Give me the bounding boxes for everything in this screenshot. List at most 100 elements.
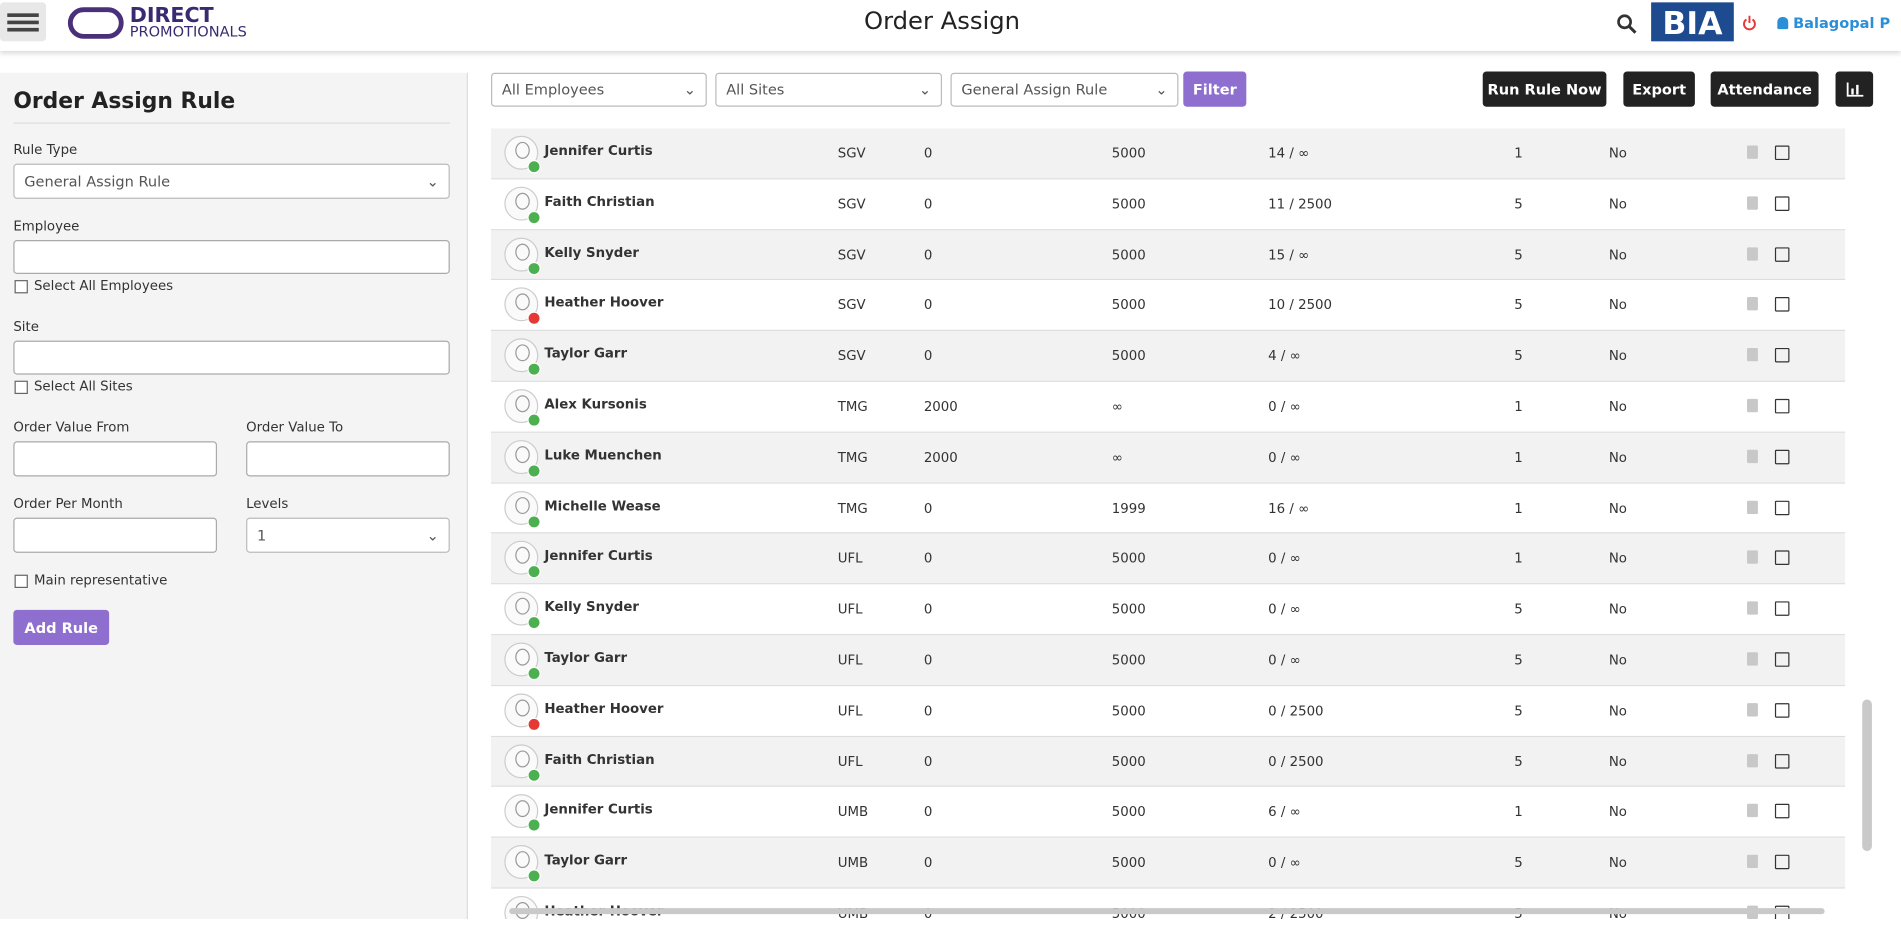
table-row: Heather Hoover UFL 0 5000 0 / 2500 5 No <box>491 685 1846 737</box>
status-dot <box>527 160 541 174</box>
status-dot <box>527 362 541 377</box>
site-filter[interactable]: All Sites ⌄ <box>715 72 943 107</box>
checkbox[interactable] <box>14 280 28 294</box>
order-value-from: 2000 <box>923 398 958 415</box>
delete-icon[interactable] <box>1747 145 1758 159</box>
main-representative: No <box>1608 804 1627 821</box>
delete-icon[interactable] <box>1747 348 1758 362</box>
filter-button[interactable]: Filter <box>1183 71 1247 107</box>
order-value-to: ∞ <box>1111 398 1123 415</box>
delete-icon[interactable] <box>1747 753 1758 767</box>
checkbox[interactable] <box>14 574 28 588</box>
site: SGV <box>837 297 866 314</box>
employee-name: Heather Hoover <box>544 295 664 311</box>
select-value: All Sites <box>726 81 785 99</box>
edit-icon[interactable] <box>1774 753 1790 769</box>
chart-button[interactable] <box>1835 71 1874 107</box>
edit-icon[interactable] <box>1774 854 1790 870</box>
form-panel <box>0 72 468 919</box>
delete-icon[interactable] <box>1747 804 1758 818</box>
per-month-input[interactable] <box>13 517 218 553</box>
avatar-head <box>515 749 530 767</box>
delete-icon[interactable] <box>1747 652 1758 666</box>
edit-icon[interactable] <box>1774 500 1790 515</box>
avatar-head <box>515 344 530 362</box>
add-rule-button[interactable]: Add Rule <box>13 609 110 645</box>
main-representative: No <box>1608 145 1627 162</box>
value-to-input[interactable] <box>246 441 450 477</box>
avatar-head <box>515 851 530 869</box>
edit-icon[interactable] <box>1774 804 1790 819</box>
edit-icon[interactable] <box>1774 145 1790 161</box>
user-name: Balagopal P <box>1793 14 1891 32</box>
h-scrollbar[interactable] <box>509 908 1825 915</box>
employee-name: Michelle Wease <box>544 497 661 514</box>
level: 5 <box>1514 753 1523 770</box>
order-value-from: 0 <box>923 297 933 314</box>
edit-icon[interactable] <box>1774 702 1790 718</box>
order-count: 15 / ∞ <box>1268 246 1310 263</box>
user-menu[interactable]: Balagopal P <box>1777 15 1890 32</box>
delete-icon[interactable] <box>1747 500 1758 514</box>
rule-type-select[interactable]: General Assign Rule ⌄ <box>13 163 450 199</box>
edit-icon[interactable] <box>1774 297 1790 313</box>
search-icon[interactable] <box>1616 13 1638 35</box>
employee-name: Faith Christian <box>544 751 655 767</box>
avatar-head <box>515 192 530 210</box>
employee-name: Taylor Garr <box>544 345 628 362</box>
edit-icon[interactable] <box>1774 449 1790 465</box>
main-representative: No <box>1608 854 1627 871</box>
order-value-from: 0 <box>923 753 933 770</box>
employee-filter[interactable]: All Employees ⌄ <box>491 72 707 107</box>
site: TMG <box>837 500 868 516</box>
attendance-button[interactable]: Attendance <box>1710 71 1819 107</box>
edit-icon[interactable] <box>1774 601 1790 617</box>
edit-icon[interactable] <box>1774 652 1790 667</box>
avatar-head <box>515 445 530 463</box>
order-count: 14 / ∞ <box>1268 145 1310 162</box>
order-value-to: 1999 <box>1111 500 1146 516</box>
edit-icon[interactable] <box>1774 246 1790 262</box>
delete-icon[interactable] <box>1747 449 1758 463</box>
delete-icon[interactable] <box>1747 702 1758 717</box>
site-input[interactable] <box>13 340 450 375</box>
delete-icon[interactable] <box>1747 196 1758 210</box>
employee-name: Faith Christian <box>544 193 655 210</box>
delete-icon[interactable] <box>1747 398 1758 413</box>
edit-icon[interactable] <box>1774 196 1790 211</box>
avatar-head <box>515 293 530 311</box>
avatar-head <box>515 597 530 615</box>
order-value-to: 5000 <box>1111 297 1146 314</box>
logo-mark <box>67 7 124 39</box>
edit-icon[interactable] <box>1774 550 1790 566</box>
levels-select[interactable]: 1 ⌄ <box>246 517 450 553</box>
employee-name: Taylor Garr <box>544 649 628 666</box>
employee-input[interactable] <box>13 240 450 274</box>
value-from-input[interactable] <box>13 441 218 477</box>
label: Select All Sites <box>33 378 133 395</box>
checkbox[interactable] <box>14 380 28 395</box>
delete-icon[interactable] <box>1747 246 1758 261</box>
order-value-from: 0 <box>923 246 933 263</box>
delete-icon[interactable] <box>1747 297 1758 311</box>
delete-icon[interactable] <box>1747 854 1758 869</box>
rule-filter[interactable]: General Assign Rule ⌄ <box>950 72 1179 107</box>
level: 1 <box>1514 145 1523 162</box>
select-value: General Assign Rule <box>961 81 1108 99</box>
delete-icon[interactable] <box>1747 601 1758 615</box>
v-scrollbar[interactable] <box>1862 124 1872 894</box>
edit-icon[interactable] <box>1774 348 1790 363</box>
site: UFL <box>837 753 863 770</box>
employee-name: Luke Muenchen <box>544 447 662 463</box>
label: Levels <box>246 495 289 512</box>
menu-button[interactable] <box>0 2 47 42</box>
export-button[interactable]: Export <box>1623 71 1695 107</box>
status-dot <box>527 768 541 782</box>
delete-icon[interactable] <box>1747 550 1758 565</box>
power-icon[interactable] <box>1742 15 1757 32</box>
brand-logo: BIA <box>1651 2 1734 42</box>
status-dot <box>527 514 541 529</box>
run-button[interactable]: Run Rule Now <box>1482 71 1607 107</box>
edit-icon[interactable] <box>1774 398 1790 414</box>
